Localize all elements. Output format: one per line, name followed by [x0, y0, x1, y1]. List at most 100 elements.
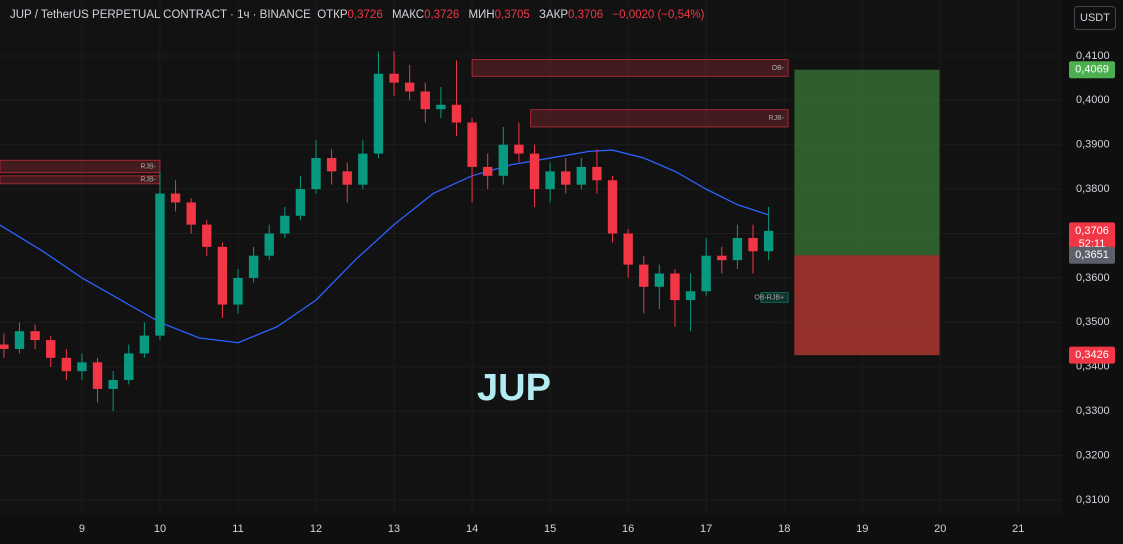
candle-body [420, 91, 430, 110]
field-label: МАКС [391, 9, 425, 21]
x-tick-label: 12 [310, 523, 322, 535]
stop-zone [794, 255, 940, 356]
candle-body [451, 104, 462, 123]
zone-label: OB-RJB+ [754, 294, 784, 301]
candle-body [404, 82, 415, 92]
y-tick-label: 0,3900 [1076, 139, 1110, 151]
x-tick-label: 9 [79, 523, 85, 535]
candle-body [217, 246, 228, 305]
x-tick-label: 17 [700, 523, 712, 535]
y-tick-label: 0,3200 [1076, 449, 1110, 461]
countdown: 52:11 [1079, 238, 1106, 250]
price-label: 0,3651 [1075, 249, 1109, 261]
candle-body [545, 171, 555, 190]
candle-body [233, 277, 243, 305]
candle-body [311, 158, 321, 190]
candle-body [92, 362, 103, 389]
candle-body [483, 166, 493, 176]
field-value: 0,3706 [568, 9, 604, 21]
x-tick-label: 16 [622, 523, 634, 535]
candle-body [248, 255, 259, 278]
zone [760, 292, 789, 303]
candle-body [561, 171, 571, 185]
zone [530, 109, 789, 128]
candle-body [717, 255, 727, 261]
candle-body [326, 158, 337, 172]
currency-button[interactable]: USDT [1074, 6, 1116, 30]
candle-body [342, 171, 352, 185]
field-label: ЗАКР [539, 9, 568, 21]
candle-body [139, 335, 150, 354]
price-label-box [1069, 222, 1115, 253]
x-tick-label: 10 [154, 523, 166, 535]
x-tick-label: 21 [1012, 523, 1024, 535]
x-tick-label: 13 [388, 523, 400, 535]
price-label-box [1069, 61, 1115, 79]
candle-body [108, 380, 118, 389]
candle-body [748, 237, 758, 252]
price-label: 0,3706 [1075, 225, 1109, 237]
price-label-box [1069, 246, 1115, 264]
zone [0, 159, 161, 174]
price-label: 0,3426 [1075, 349, 1109, 361]
legend-header: JUP / TetherUS PERPETUAL CONTRACT · 1ч ·… [10, 9, 710, 21]
zone-label: RJB- [769, 115, 785, 122]
field-label: ОТКР [317, 9, 348, 21]
candle-body [373, 73, 384, 154]
watermark: JUP [477, 367, 551, 409]
price-label: 0,4069 [1075, 64, 1109, 76]
field-value: 0,3726 [424, 9, 460, 21]
candle-body [514, 144, 524, 154]
candle-body [30, 331, 40, 341]
x-tick-label: 15 [544, 523, 556, 535]
x-tick-label: 14 [466, 523, 478, 535]
y-tick-label: 0,3100 [1076, 494, 1110, 506]
candle-body [124, 353, 134, 381]
candle-body [202, 224, 212, 247]
candle-body [295, 189, 306, 216]
candle-body [623, 233, 633, 265]
zone [471, 58, 789, 77]
candle-body [170, 193, 181, 203]
candle-body [529, 153, 540, 190]
x-tick-label: 20 [934, 523, 946, 535]
zone-label: RJB- [140, 163, 156, 170]
candle-body [77, 362, 87, 372]
candle-body [46, 340, 56, 358]
x-tick-label: 19 [856, 523, 868, 535]
candle-body [61, 357, 72, 372]
axis-panel [1062, 0, 1123, 544]
y-tick-label: 0,3300 [1076, 405, 1110, 417]
candle-body [576, 166, 587, 185]
change: −0,0020 (−0,54%) [612, 9, 705, 21]
y-tick-label: 0,4000 [1076, 94, 1110, 106]
candle-body [732, 237, 743, 261]
target-zone [794, 69, 940, 256]
candle-body [654, 273, 665, 287]
y-tick-label: 0,4100 [1076, 50, 1110, 62]
price-label-box [1069, 346, 1115, 364]
candle-body [155, 193, 165, 336]
candle-body [701, 255, 711, 292]
symbol: JUP / TetherUS PERPETUAL CONTRACT · 1ч ·… [10, 9, 311, 21]
field-value: 0,3705 [494, 9, 530, 21]
x-tick-label: 11 [232, 523, 243, 535]
candle-body [592, 166, 602, 181]
x-tick-label: 18 [778, 523, 790, 535]
zone-label: RJB- [140, 177, 156, 184]
candle-body [264, 233, 274, 256]
candle-body [467, 122, 477, 167]
zone-label: OB- [772, 65, 785, 72]
field-value: 0,3726 [347, 9, 383, 21]
candle-body [0, 344, 9, 349]
candle-body [763, 230, 774, 252]
y-tick-label: 0,3500 [1076, 316, 1110, 328]
candle-body [607, 180, 618, 234]
moving-average [0, 149, 769, 344]
zone [0, 175, 161, 185]
candle-body [186, 202, 196, 225]
candle-body [670, 273, 680, 301]
candle-body [389, 73, 399, 83]
